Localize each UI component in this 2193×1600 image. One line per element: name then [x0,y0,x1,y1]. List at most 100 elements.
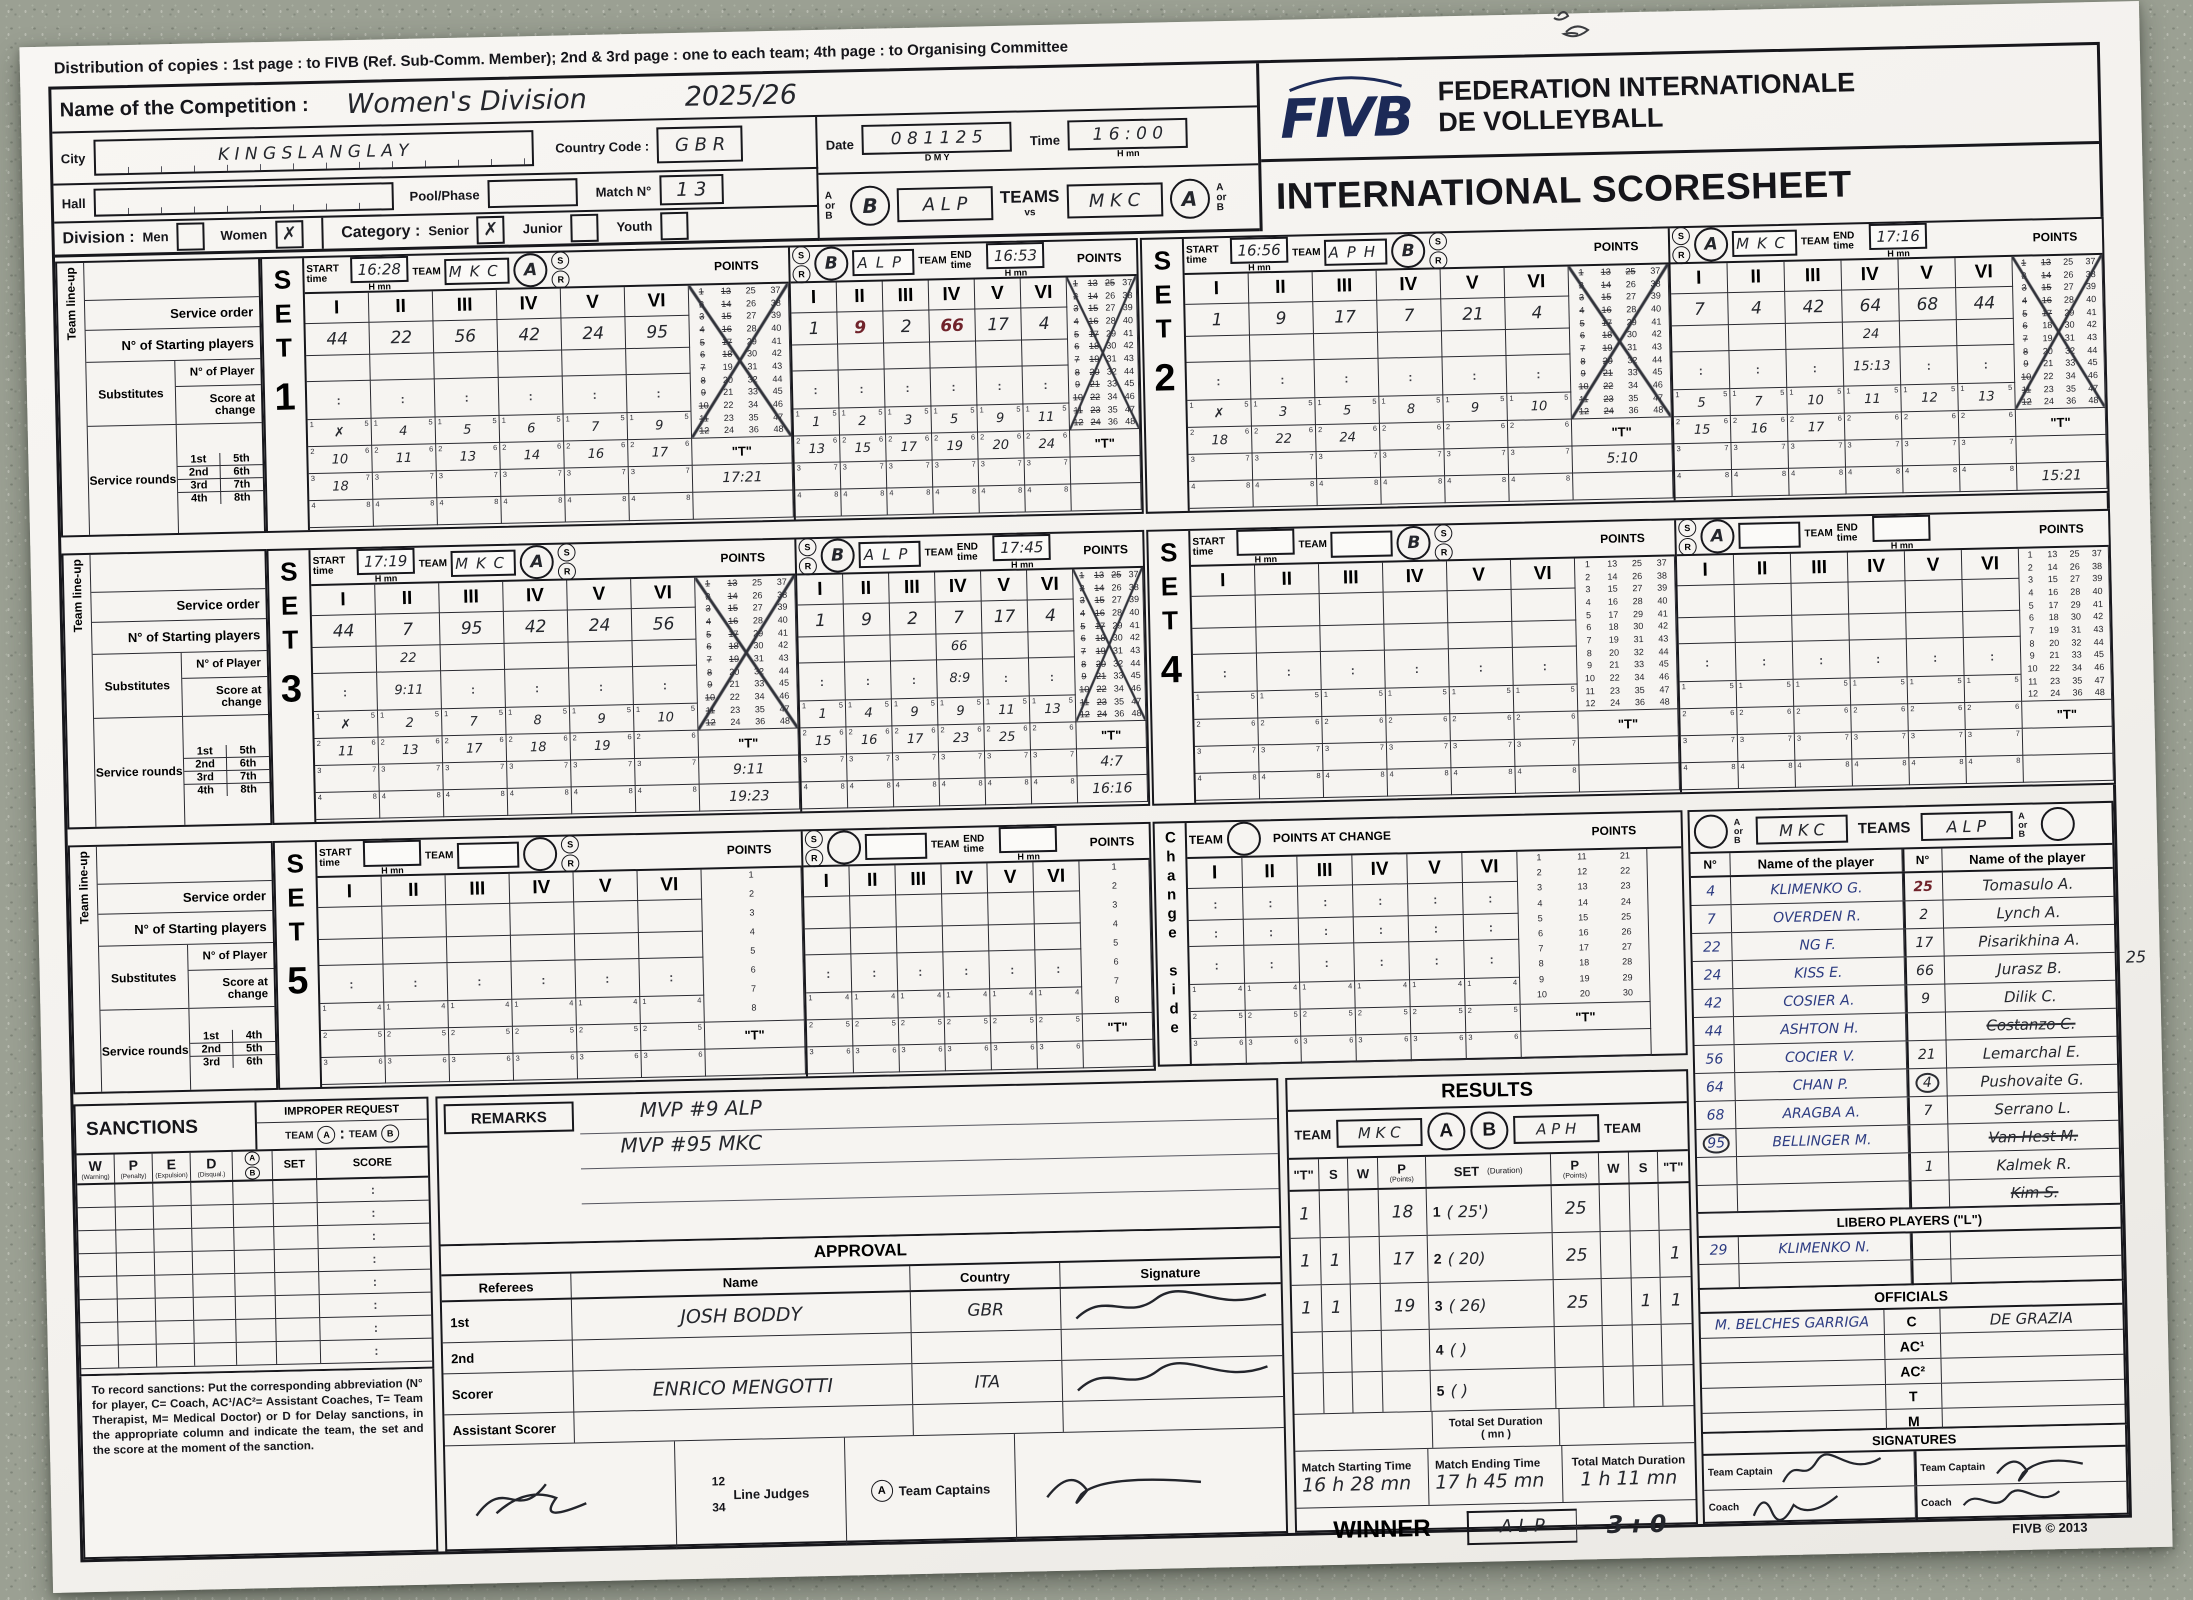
corner-digit: 4 [1683,763,1688,773]
points-number: 2 [1536,867,1542,878]
service-rounds-label: Service rounds [87,424,180,535]
timeout-score-cell [1071,482,1142,512]
service-round-cell: 2 6 17 [892,725,939,754]
timeout-label: "T" [1069,428,1141,458]
no-of-player-label: N° of Player [202,949,268,963]
corner-digit: 1 [379,710,385,720]
corner-digit: 6 [970,432,976,442]
approval-role: Scorer [443,1371,575,1415]
corner-digit: 6 [1023,723,1028,733]
team-right-code: A L P [1946,816,1987,836]
set-word: SET [267,264,300,367]
points-number: 6 [750,964,756,975]
starting-player-number: 9 [860,609,873,630]
points-number: 12 [2027,688,2039,699]
corner-digit: 5 [891,1018,896,1028]
corner-digit: 5 [569,1025,575,1035]
corner-digit: 1 [1189,400,1194,410]
approval-row: Scorer ENRICO MENGOTTI ITA [443,1356,1284,1416]
service-round-value: 7 [591,419,600,435]
set-header-cell: SET (Duration) [1425,1154,1552,1187]
spacer-row [84,259,259,301]
player-name: Kalmek R. [1996,1154,2072,1174]
substitute-player-cell [1192,627,1257,655]
corner-digit: 1 [1317,397,1322,408]
colon-mark: : [342,684,348,699]
team-label: TEAM [930,838,960,851]
starting-player-number: 44 [326,328,349,350]
set-block-1: SET 1 START time 16:28 H mn TEAM MKC A S R POINTS… [260,237,1144,534]
points-number: 6 [2028,612,2035,623]
points-number: 9 [1538,973,1545,984]
officials-panel: OFFICIALS M. BELCHES GARRIGA C DE GRAZIA… [1697,1280,2127,1439]
corner-digit: 1 [578,998,583,1008]
substitute-player-cell [318,938,384,966]
corner-digit: 2 [316,738,321,748]
corner-digit: 6 [1500,420,1506,431]
round-label-row: 3rd 6th [190,1054,275,1069]
substitute-player-cell [1785,322,1844,350]
corner-digit: 4 [573,787,579,797]
vs-label: vs [1024,206,1036,218]
corner-digit: 7 [2009,436,2014,446]
starting-player-cell [1191,595,1257,629]
timeout-score: 15:21 [2041,467,2083,485]
corner-digit: 6 [1957,703,1963,713]
player-number: 1 [1924,1158,1934,1175]
corner-digit: 6 [977,724,982,734]
corner-digit: 8 [972,486,977,496]
service-order-numeral: III [1318,562,1384,595]
total-set-duration-cell: Total Set Duration( mn ) [1432,1409,1561,1448]
corner-digit: 2 [940,725,945,735]
corner-digit: 2 [1853,705,1858,715]
corner-digit: 8 [1959,757,1964,767]
score-at-change-label: Score at change [222,975,269,1001]
player-number: 4 [1706,883,1716,900]
score-at-change-cell: : [441,669,506,710]
start-time-label: START time [318,847,352,869]
corner-digit: 5 [2008,382,2013,393]
service-order-numeral: VI [1510,558,1576,590]
starting-player-cell: 66 [929,309,977,343]
corner-digit: 4 [895,780,900,790]
colon-mark: : [413,975,418,990]
competition-label: Name of the Competition : [59,93,309,121]
badge-b: B [1469,1111,1509,1150]
team-b-badge-letter: B [862,193,878,218]
service-round-value: 11 [1864,391,1881,407]
corner-digit: 8 [1245,480,1251,490]
starting-player-cell: 42 [503,610,569,644]
corner-digit: 1 [309,419,314,430]
empty-cell: : [1188,887,1244,922]
starting-player-cell [446,903,511,938]
corner-digit: 4 [1797,760,1802,770]
service-round-value: 10 [1530,398,1548,414]
substitute-player-cell [838,343,885,371]
corner-digit: 3 [579,1052,584,1062]
set-word: SET [279,848,313,951]
corner-digit: 7 [1437,449,1442,459]
scoresheet-title: INTERNATIONAL SCORESHEET [1275,162,1853,217]
points-number: 29 [1622,971,1633,983]
corner-digit: 2 [380,737,385,747]
player-number-cell [1905,1012,1946,1041]
improper-request-teams: TEAM A : TEAM B [257,1120,428,1150]
corner-digit: 1 [946,990,951,1000]
corner-digit: 1 [322,1003,327,1013]
service-round-value: 17 [900,439,918,455]
team-badge: A [513,252,548,288]
fivb-swoosh-icon [1289,76,1403,92]
substitute-player-cell [632,639,698,668]
substitutes-label-row: Substitutes N° of Player Score at change [99,942,275,1011]
corner-digit: 4 [845,992,850,1002]
